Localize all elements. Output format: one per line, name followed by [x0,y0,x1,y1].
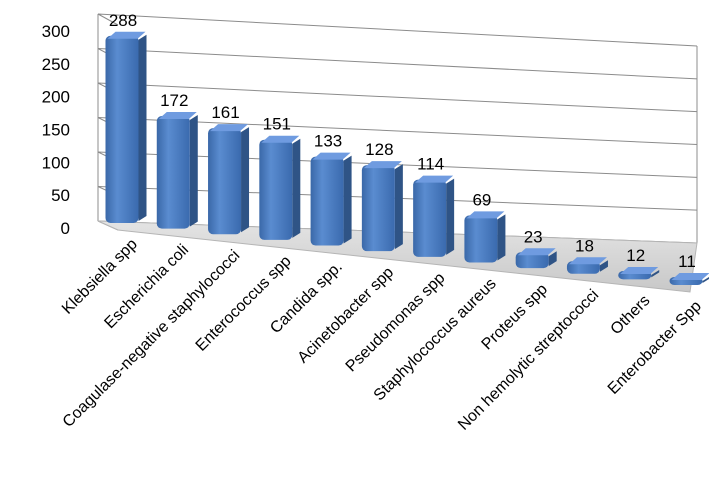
data-label: 172 [160,91,188,110]
category-label: Pseudomonas spp [343,270,449,376]
bar-side [292,138,301,238]
y-tick-label: 250 [42,55,70,74]
bar [259,135,301,240]
bar-front [259,139,293,240]
bar-top [363,161,402,169]
bar-front [361,165,395,252]
bar-top [568,257,607,265]
data-label: 151 [263,115,291,134]
bar [105,31,147,223]
y-tick-label: 0 [61,219,70,238]
category-label: Others [608,292,654,338]
data-label: 114 [417,155,444,174]
bar-front [310,156,344,246]
bar-top [210,124,249,132]
bar [669,273,709,285]
gridline [97,48,698,80]
bar-top [517,248,556,256]
bar-side [702,276,709,283]
bar-front [515,252,549,269]
bar [618,267,660,280]
y-tick-label: 150 [42,121,70,140]
bar-front [566,261,600,274]
bar [464,211,506,263]
data-label: 11 [678,252,696,271]
bar-top [158,112,197,120]
category-label: Acinetobacter spp [295,264,398,367]
bar-side [446,178,455,255]
data-label: 18 [575,236,594,255]
bar [208,124,250,235]
bar-side [497,214,506,261]
bar-side [394,164,403,250]
bar [361,161,403,252]
bar-top [261,135,300,143]
data-label: 69 [472,190,491,209]
bar-front [105,35,139,223]
data-label: 23 [524,227,543,246]
bar-side [138,34,147,221]
data-label: 133 [314,132,342,151]
bar [310,152,352,246]
y-tick-label: 300 [42,22,70,41]
bar-side [599,260,608,272]
bars [105,31,709,285]
bar-top [620,267,659,275]
data-label: 288 [109,11,137,30]
bar-side [343,155,352,244]
bar-side [241,127,250,233]
data-label: 128 [365,140,393,159]
data-label: 12 [626,246,645,265]
bar-front [208,128,242,235]
bar [156,112,198,229]
bar-side [189,115,198,227]
bar [413,175,455,257]
bar-front [464,215,498,263]
bar-top [415,175,454,183]
bar-top [107,31,146,39]
data-labels: 288 172 161 151 133 128 114 69 23 18 12 11 [109,11,696,271]
bar-side [548,251,557,267]
bar-top [466,211,505,219]
y-axis-ticks: 0 50 100 150 200 250 300 [42,22,70,238]
bar-front [156,116,190,229]
bar [515,248,557,269]
bar-side [651,270,660,278]
bar-top [312,152,351,160]
y-tick-label: 50 [51,186,70,205]
category-label: Enterococcus spp [193,253,295,355]
gridline [97,13,698,47]
bar-front [413,179,447,257]
data-label: 161 [211,103,239,122]
bar-top [671,273,709,280]
y-tick-label: 100 [42,153,70,172]
bar [566,257,608,274]
y-tick-label: 200 [42,88,70,107]
